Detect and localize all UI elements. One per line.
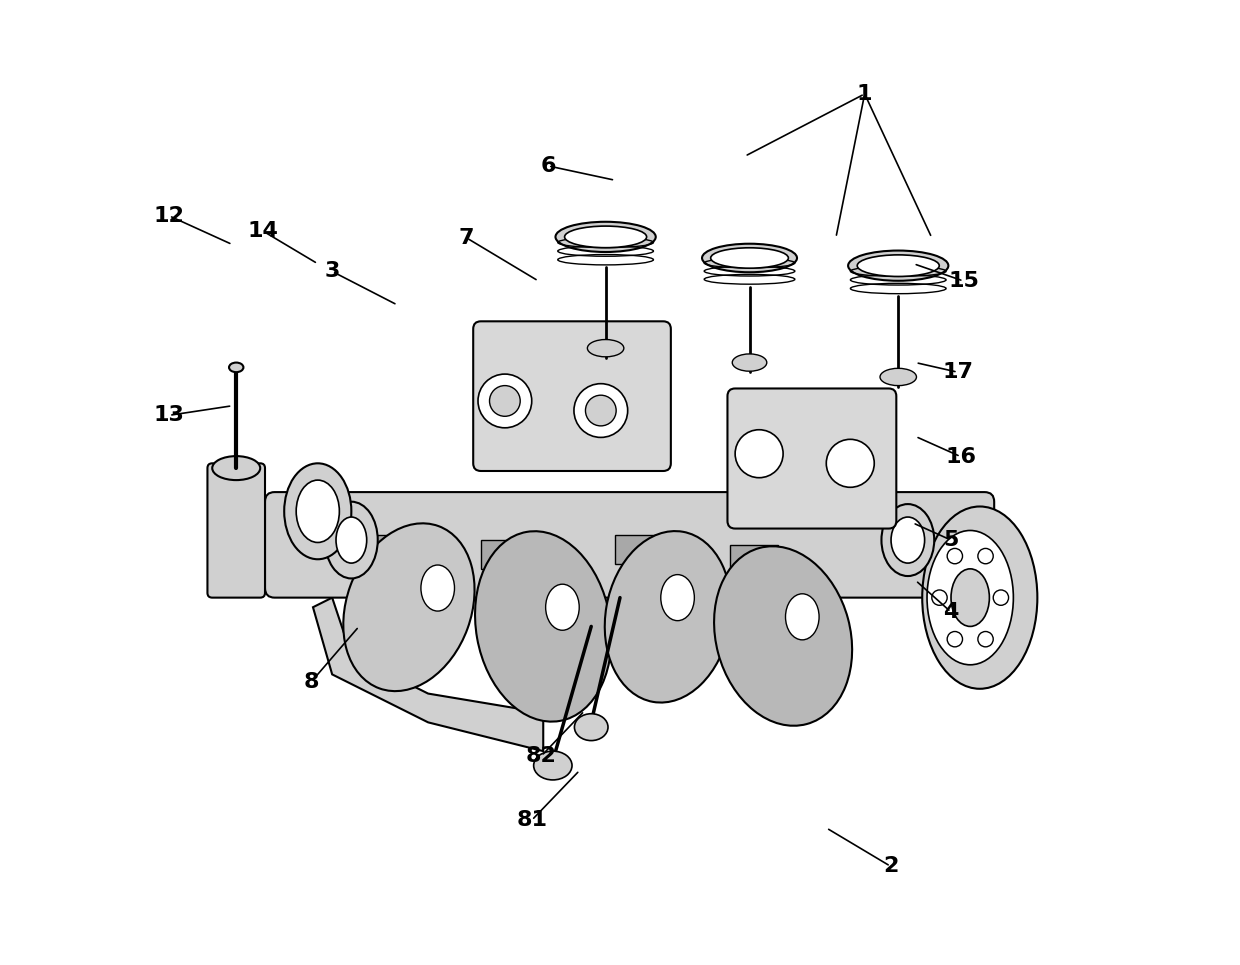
Text: 8: 8 — [304, 672, 319, 692]
Text: 12: 12 — [154, 206, 185, 226]
Text: 15: 15 — [949, 271, 978, 291]
Ellipse shape — [546, 584, 579, 630]
Text: 14: 14 — [248, 221, 279, 241]
Ellipse shape — [556, 222, 656, 252]
FancyBboxPatch shape — [474, 321, 671, 471]
Circle shape — [947, 631, 962, 647]
Ellipse shape — [880, 369, 916, 386]
Ellipse shape — [711, 248, 789, 268]
Circle shape — [585, 396, 616, 426]
Ellipse shape — [296, 481, 340, 542]
Text: 16: 16 — [945, 447, 976, 467]
Bar — [730, 545, 779, 573]
Circle shape — [477, 374, 532, 427]
Circle shape — [978, 548, 993, 564]
Ellipse shape — [212, 456, 260, 481]
Circle shape — [978, 631, 993, 647]
Bar — [356, 536, 404, 565]
Ellipse shape — [533, 751, 572, 780]
Ellipse shape — [336, 517, 367, 564]
Ellipse shape — [733, 354, 766, 372]
Polygon shape — [312, 597, 543, 751]
Ellipse shape — [951, 568, 990, 626]
Ellipse shape — [420, 565, 455, 611]
Ellipse shape — [892, 517, 925, 564]
Text: 2: 2 — [883, 856, 898, 876]
Ellipse shape — [343, 523, 475, 691]
Ellipse shape — [564, 226, 646, 248]
Circle shape — [574, 384, 627, 437]
Circle shape — [993, 590, 1008, 605]
Ellipse shape — [714, 546, 852, 726]
Ellipse shape — [774, 578, 831, 655]
Ellipse shape — [533, 568, 591, 646]
Circle shape — [947, 548, 962, 564]
FancyBboxPatch shape — [728, 389, 897, 529]
Ellipse shape — [923, 507, 1038, 689]
Ellipse shape — [928, 531, 1013, 665]
Text: 82: 82 — [526, 746, 557, 766]
FancyBboxPatch shape — [207, 463, 265, 597]
Text: 3: 3 — [325, 262, 340, 282]
Ellipse shape — [649, 560, 707, 636]
Text: 1: 1 — [857, 84, 873, 104]
Text: 4: 4 — [944, 602, 959, 622]
Ellipse shape — [325, 502, 378, 578]
Circle shape — [931, 590, 947, 605]
Text: 81: 81 — [516, 811, 547, 830]
Circle shape — [490, 386, 521, 416]
Ellipse shape — [574, 714, 608, 740]
Ellipse shape — [409, 550, 466, 626]
Text: 5: 5 — [944, 530, 959, 550]
Ellipse shape — [882, 504, 934, 576]
Bar — [615, 536, 663, 565]
Ellipse shape — [605, 531, 732, 703]
Ellipse shape — [661, 574, 694, 620]
Ellipse shape — [785, 593, 820, 640]
Text: 6: 6 — [541, 156, 556, 176]
Ellipse shape — [848, 251, 949, 281]
Circle shape — [735, 429, 784, 478]
Ellipse shape — [588, 340, 624, 357]
Text: 13: 13 — [154, 405, 185, 426]
Ellipse shape — [702, 244, 797, 272]
Text: 17: 17 — [942, 362, 973, 382]
Text: 7: 7 — [459, 228, 474, 248]
Bar — [481, 540, 528, 568]
FancyBboxPatch shape — [265, 492, 994, 597]
Ellipse shape — [475, 531, 611, 722]
Circle shape — [826, 439, 874, 487]
Ellipse shape — [857, 255, 939, 276]
Ellipse shape — [229, 363, 243, 372]
Ellipse shape — [284, 463, 351, 560]
